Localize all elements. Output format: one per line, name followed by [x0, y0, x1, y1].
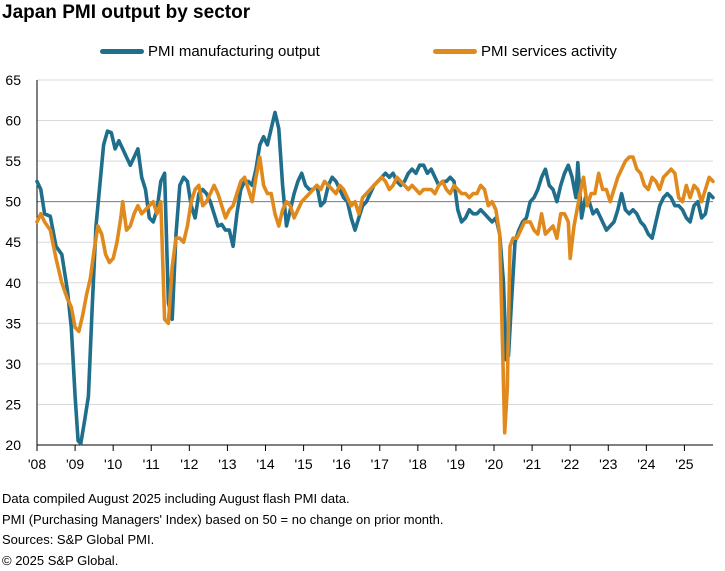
y-tick-label-60: 60 — [5, 113, 21, 129]
x-tick-label-2022: '22 — [561, 456, 579, 472]
x-tick-label-2018: '18 — [409, 456, 427, 472]
x-tick-label-2014: '14 — [256, 456, 274, 472]
x-tick-label-2012: '12 — [180, 456, 198, 472]
x-tick-label-2015: '15 — [294, 456, 312, 472]
y-tick-label-25: 25 — [5, 396, 21, 412]
x-tick-label-2009: '09 — [66, 456, 84, 472]
x-tick-label-2024: '24 — [637, 456, 655, 472]
x-tick-label-2008: '08 — [28, 456, 46, 472]
series-line-manufacturing — [37, 112, 713, 443]
x-tick-label-2020: '20 — [485, 456, 503, 472]
x-tick-label-2025: '25 — [675, 456, 693, 472]
y-tick-label-20: 20 — [5, 437, 21, 453]
y-tick-label-65: 65 — [5, 72, 21, 88]
y-tick-label-30: 30 — [5, 356, 21, 372]
chart-plot: 20 25 30 35 40 45 50 55 60 65 '08 '09 '10 '11 '12 '13 '1… — [0, 0, 725, 480]
y-tick-label-50: 50 — [5, 194, 21, 210]
note-copyright: © 2025 S&P Global. — [2, 551, 444, 571]
x-tick-label-2011: '11 — [143, 456, 160, 472]
series-line-services — [37, 157, 713, 433]
x-tick-label-2010: '10 — [104, 456, 122, 472]
note-pmi-definition: PMI (Purchasing Managers' Index) based o… — [2, 510, 444, 531]
x-tick-label-2023: '23 — [599, 456, 617, 472]
note-sources: Sources: S&P Global PMI. — [2, 530, 444, 551]
x-tick-label-2019: '19 — [447, 456, 465, 472]
x-tick-label-2013: '13 — [218, 456, 236, 472]
y-tick-label-40: 40 — [5, 275, 21, 291]
x-tick-label-2021: '21 — [523, 456, 541, 472]
x-tick-label-2016: '16 — [333, 456, 351, 472]
chart-notes: Data compiled August 2025 including Augu… — [2, 489, 444, 571]
x-tick-label-2017: '17 — [371, 456, 389, 472]
y-tick-label-55: 55 — [5, 153, 21, 169]
y-tick-label-45: 45 — [5, 234, 21, 250]
note-compiled: Data compiled August 2025 including Augu… — [2, 489, 444, 510]
y-tick-label-35: 35 — [5, 315, 21, 331]
